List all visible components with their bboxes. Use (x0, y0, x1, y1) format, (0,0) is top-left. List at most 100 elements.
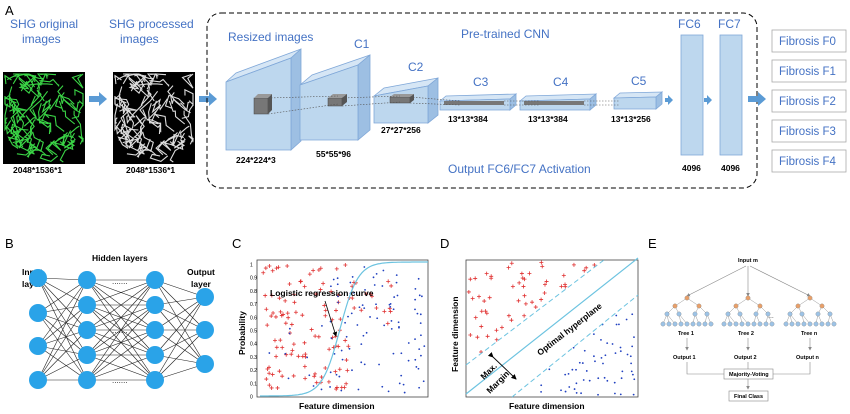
fiber (142, 131, 157, 156)
fiber (124, 116, 136, 139)
layer-c2-block (373, 77, 439, 124)
fiber (4, 117, 12, 132)
class-a-point (318, 266, 323, 271)
class-b-point (351, 369, 353, 372)
class-a-point (509, 318, 514, 323)
class-a-point (285, 264, 290, 269)
class-a-point (523, 301, 528, 306)
input-image-dim: 2048*1536*1 (13, 165, 62, 175)
fiber (181, 103, 194, 119)
network-node (146, 371, 164, 389)
plot-c-frame (256, 259, 429, 398)
fiber (70, 125, 80, 141)
class-a-point (563, 282, 568, 287)
network-edge (154, 279, 206, 365)
rf-tree-edge (797, 297, 811, 307)
class-b-point (357, 388, 360, 391)
fiber (180, 125, 190, 141)
layer-c4-name: C4 (553, 75, 569, 89)
class-b-point (631, 373, 634, 376)
fiber (146, 110, 161, 135)
layer-input-block (225, 48, 302, 151)
network-edge (37, 312, 88, 356)
class-b-point (567, 372, 570, 375)
class-b-point (402, 383, 405, 386)
network-edge (37, 277, 88, 306)
rf-tree-node (684, 295, 690, 301)
layer-c2-name: C2 (408, 60, 424, 74)
class-b-point (602, 362, 604, 365)
fiber (16, 143, 36, 156)
panel-label-b: B (5, 236, 14, 251)
fiber (136, 83, 163, 90)
margin-line-upper (465, 259, 605, 366)
rf-tree-edge (809, 297, 823, 307)
class-a-point (494, 337, 499, 342)
logistic-annotation-arrow (324, 300, 338, 337)
ytick-label: 0.1 (250, 381, 257, 387)
rf-tree-node (664, 311, 670, 317)
class-a-point (510, 284, 515, 289)
rf-tree-node (795, 321, 801, 327)
network-node (146, 346, 164, 364)
network-edge (86, 354, 156, 381)
class-a-point (300, 354, 305, 359)
panel-label-e: E (648, 236, 657, 251)
arrow-to-processed (89, 92, 107, 106)
ytick-label: 0.9 (250, 276, 257, 282)
fiber (173, 138, 186, 149)
class-b-point (630, 370, 633, 373)
rf-tree-node (727, 321, 733, 327)
class-b-point (573, 388, 576, 390)
plot-d-ylabel: Feature dimension (450, 296, 460, 372)
class-a-point (352, 305, 357, 310)
class-a-point (561, 273, 566, 278)
network-edge (154, 304, 206, 331)
class-b-point (415, 366, 418, 368)
class-b-point (387, 390, 390, 393)
rf-tree2-name: Tree 2 (738, 331, 754, 337)
shg-processed-image (113, 72, 195, 164)
rf-tree-ellipsis: ... (768, 313, 774, 320)
fiber (170, 92, 181, 106)
fiber (32, 131, 47, 156)
class-b-point (611, 343, 614, 345)
class-b-point (560, 389, 562, 392)
class-a-point (479, 324, 484, 329)
class-label-f1: Fibrosis F1 (779, 66, 836, 78)
rf-output3: Output n (796, 355, 820, 361)
class-a-point (267, 383, 272, 388)
class-b-point (575, 392, 578, 394)
class-a-point (389, 283, 394, 288)
rf-tree-node (676, 311, 682, 317)
rf-tree-2 (721, 295, 775, 327)
fiber (122, 73, 139, 86)
class-a-point (287, 281, 292, 286)
network-node (146, 296, 164, 314)
class-a-point (283, 321, 288, 326)
ellipsis-1: ....... (112, 277, 128, 286)
class-b-point (568, 386, 571, 388)
class-a-point (289, 352, 294, 357)
class-a-point (385, 321, 390, 326)
network-node (78, 321, 96, 339)
fiber (42, 98, 58, 111)
rf-tree-node (765, 311, 771, 317)
class-a-point (313, 371, 318, 376)
class-b-point (606, 342, 609, 345)
class-b-point (583, 349, 586, 352)
class-a-point (285, 311, 290, 316)
class-b-point (350, 312, 353, 315)
class-b-point (347, 315, 349, 318)
class-b-point (419, 313, 422, 316)
layer-c4-dim: 13*13*384 (528, 114, 568, 124)
class-a-point (277, 296, 282, 301)
rf-tree-node (813, 321, 819, 327)
class-a-point (543, 282, 547, 287)
network-edge (86, 279, 156, 331)
class-a-point (364, 292, 369, 297)
fiber (71, 73, 84, 89)
class-b-point (353, 291, 355, 294)
network-edge (37, 277, 88, 356)
class-b-point (593, 355, 595, 358)
